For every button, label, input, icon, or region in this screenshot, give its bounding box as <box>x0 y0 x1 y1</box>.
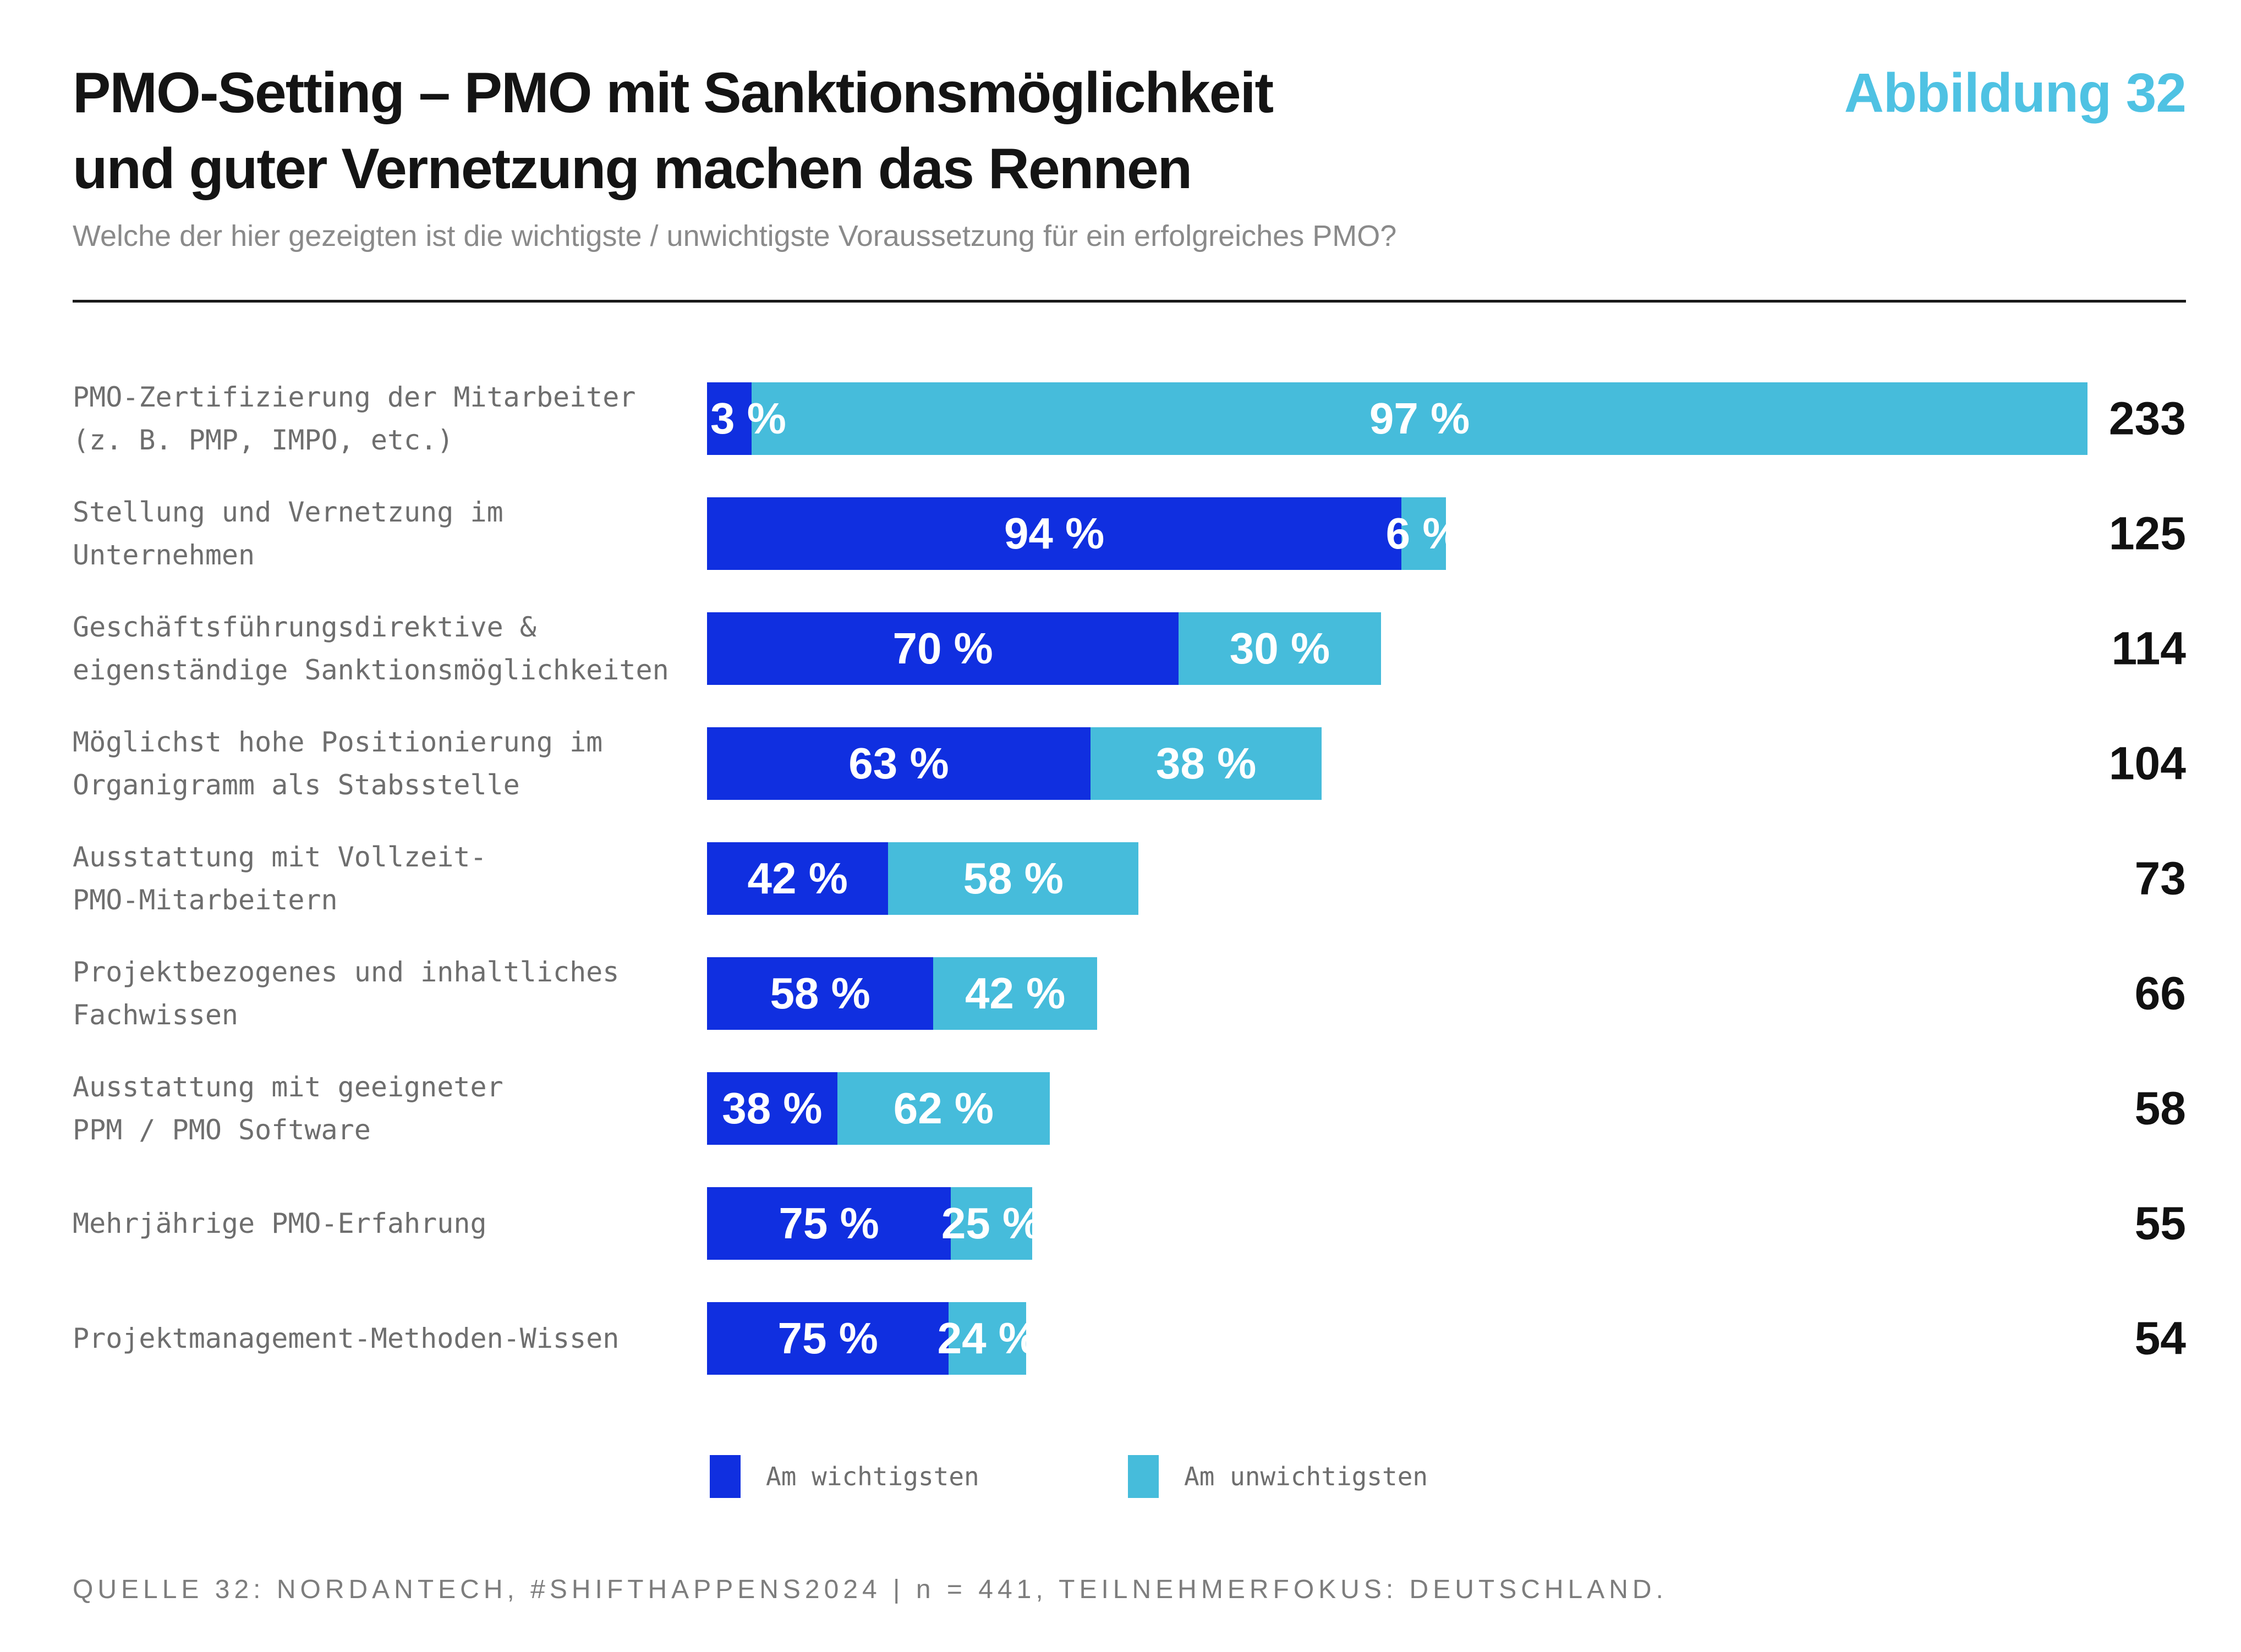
category-label-line: Ausstattung mit geeigneter <box>73 1071 503 1103</box>
segment-least-important: 38 % <box>1090 727 1322 800</box>
category-label-line: (z. B. PMP, IMPO, etc.) <box>73 424 454 456</box>
stacked-bar: 38 % 62 % <box>707 1072 1050 1145</box>
segment-least-important: 24 % <box>938 1302 1038 1375</box>
segment-most-important: 63 % <box>707 727 1091 800</box>
category-label-line: Ausstattung mit Vollzeit- <box>73 841 487 873</box>
chart-row: Ausstattung mit geeigneter PPM / PMO Soft… <box>73 1071 2186 1146</box>
segment-most-important: 70 % <box>707 612 1179 685</box>
row-total: 54 <box>2134 1312 2186 1364</box>
stacked-bar: 94 % 6 % <box>707 497 1461 570</box>
category-label-line: Möglichst hohe Positionierung im <box>73 726 603 758</box>
legend-label-least-important: Am unwichtigsten <box>1184 1462 1428 1491</box>
segment-most-important: 42 % <box>707 842 889 915</box>
chart-row: Projektbezogenes und inhaltliches Fachwis… <box>73 956 2186 1031</box>
stacked-bar: 75 % 24 % <box>707 1302 1038 1375</box>
legend-swatch-least-important <box>1128 1455 1159 1498</box>
chart-row: Ausstattung mit Vollzeit- PMO-Mitarbeiter… <box>73 841 2186 916</box>
chart-row: PMO-Zertifizierung der Mitarbeiter (z. B.… <box>73 381 2186 456</box>
category-label-line: PMO-Zertifizierung der Mitarbeiter <box>73 381 636 413</box>
category-label-line: Stellung und Vernetzung im <box>73 496 503 528</box>
stacked-bar: 70 % 30 % <box>707 612 1381 685</box>
segment-least-important: 6 % <box>1386 497 1461 570</box>
segment-least-important: 30 % <box>1179 612 1381 685</box>
chart-row: Stellung und Vernetzung im Unternehmen 94 … <box>73 496 2186 571</box>
row-total: 125 <box>2108 507 2186 559</box>
stacked-bar: 75 % 25 % <box>707 1187 1042 1260</box>
category-label-line: eigenständige Sanktionsmöglichkeiten <box>73 654 669 686</box>
category-label-line: Projektbezogenes und inhaltliches <box>73 956 620 988</box>
category-label: PMO-Zertifizierung der Mitarbeiter (z. B.… <box>73 376 689 462</box>
row-total: 55 <box>2134 1197 2186 1249</box>
category-label-line: Geschäftsführungsdirektive & <box>73 611 536 643</box>
legend-item-most-important: Am wichtigsten <box>710 1455 979 1498</box>
row-total: 73 <box>2134 852 2186 904</box>
legend-swatch-most-important <box>710 1455 741 1498</box>
category-label: Geschäftsführungsdirektive & eigenständig… <box>73 606 689 691</box>
chart-row: Mehrjährige PMO-Erfahrung 75 % 25 % 55 <box>73 1187 2186 1260</box>
category-label: Ausstattung mit Vollzeit- PMO-Mitarbeiter… <box>73 836 689 921</box>
source-note: QUELLE 32: NORDANTECH, #SHIFTHAPPENS2024… <box>73 1575 1668 1604</box>
category-label: Mehrjährige PMO-Erfahrung <box>73 1202 689 1245</box>
row-total: 66 <box>2134 967 2186 1019</box>
legend-item-least-important: Am unwichtigsten <box>1128 1455 1428 1498</box>
segment-most-important: 38 % <box>707 1072 837 1145</box>
category-label: Möglichst hohe Positionierung im Organigr… <box>73 721 689 806</box>
row-total: 114 <box>2111 622 2186 674</box>
stacked-bar: 58 % 42 % <box>707 957 1097 1030</box>
segment-most-important: 3 % <box>707 382 786 455</box>
category-label-line: Unternehmen <box>73 539 255 571</box>
row-total: 104 <box>2108 737 2186 789</box>
segment-least-important: 25 % <box>941 1187 1042 1260</box>
category-label-line: Fachwissen <box>73 999 239 1031</box>
divider <box>73 300 2186 303</box>
category-label-line: Projektmanagement-Methoden-Wissen <box>73 1322 620 1354</box>
chart-row: Projektmanagement-Methoden-Wissen 75 % 24 … <box>73 1302 2186 1375</box>
segment-least-important: 58 % <box>888 842 1139 915</box>
category-label: Ausstattung mit geeigneter PPM / PMO Soft… <box>73 1066 689 1151</box>
legend-label-most-important: Am wichtigsten <box>766 1462 979 1491</box>
row-total: 58 <box>2134 1082 2186 1134</box>
segment-most-important: 58 % <box>707 957 934 1030</box>
category-label: Stellung und Vernetzung im Unternehmen <box>73 491 689 577</box>
stacked-bar: 42 % 58 % <box>707 842 1139 915</box>
segment-most-important: 75 % <box>707 1302 949 1375</box>
title-line-1: PMO-Setting – PMO mit Sanktionsmöglichke… <box>73 61 1274 125</box>
segment-most-important: 94 % <box>707 497 1402 570</box>
title-line-2: und guter Vernetzung machen das Rennen <box>73 137 1192 201</box>
category-label-line: PMO-Mitarbeitern <box>73 884 338 916</box>
segment-most-important: 75 % <box>707 1187 951 1260</box>
figure-number: Abbildung 32 <box>1844 62 2187 124</box>
chart-row: Geschäftsführungsdirektive & eigenständig… <box>73 611 2186 686</box>
page-title: PMO-Setting – PMO mit Sanktionsmöglichke… <box>73 55 1274 207</box>
segment-least-important: 62 % <box>837 1072 1050 1145</box>
category-label-line: PPM / PMO Software <box>73 1114 371 1146</box>
segment-least-important: 97 % <box>752 382 2087 455</box>
category-label: Projektbezogenes und inhaltliches Fachwis… <box>73 951 689 1036</box>
subtitle: Welche der hier gezeigten ist die wichti… <box>73 219 1397 253</box>
chart-row: Möglichst hohe Positionierung im Organigr… <box>73 726 2186 801</box>
category-label: Projektmanagement-Methoden-Wissen <box>73 1317 689 1360</box>
stacked-bar: 3 % 97 % <box>707 382 2087 455</box>
category-label-line: Mehrjährige PMO-Erfahrung <box>73 1208 487 1239</box>
segment-least-important: 42 % <box>933 957 1097 1030</box>
category-label-line: Organigramm als Stabsstelle <box>73 769 520 801</box>
row-total: 233 <box>2108 392 2186 444</box>
stacked-bar: 63 % 38 % <box>707 727 1322 800</box>
